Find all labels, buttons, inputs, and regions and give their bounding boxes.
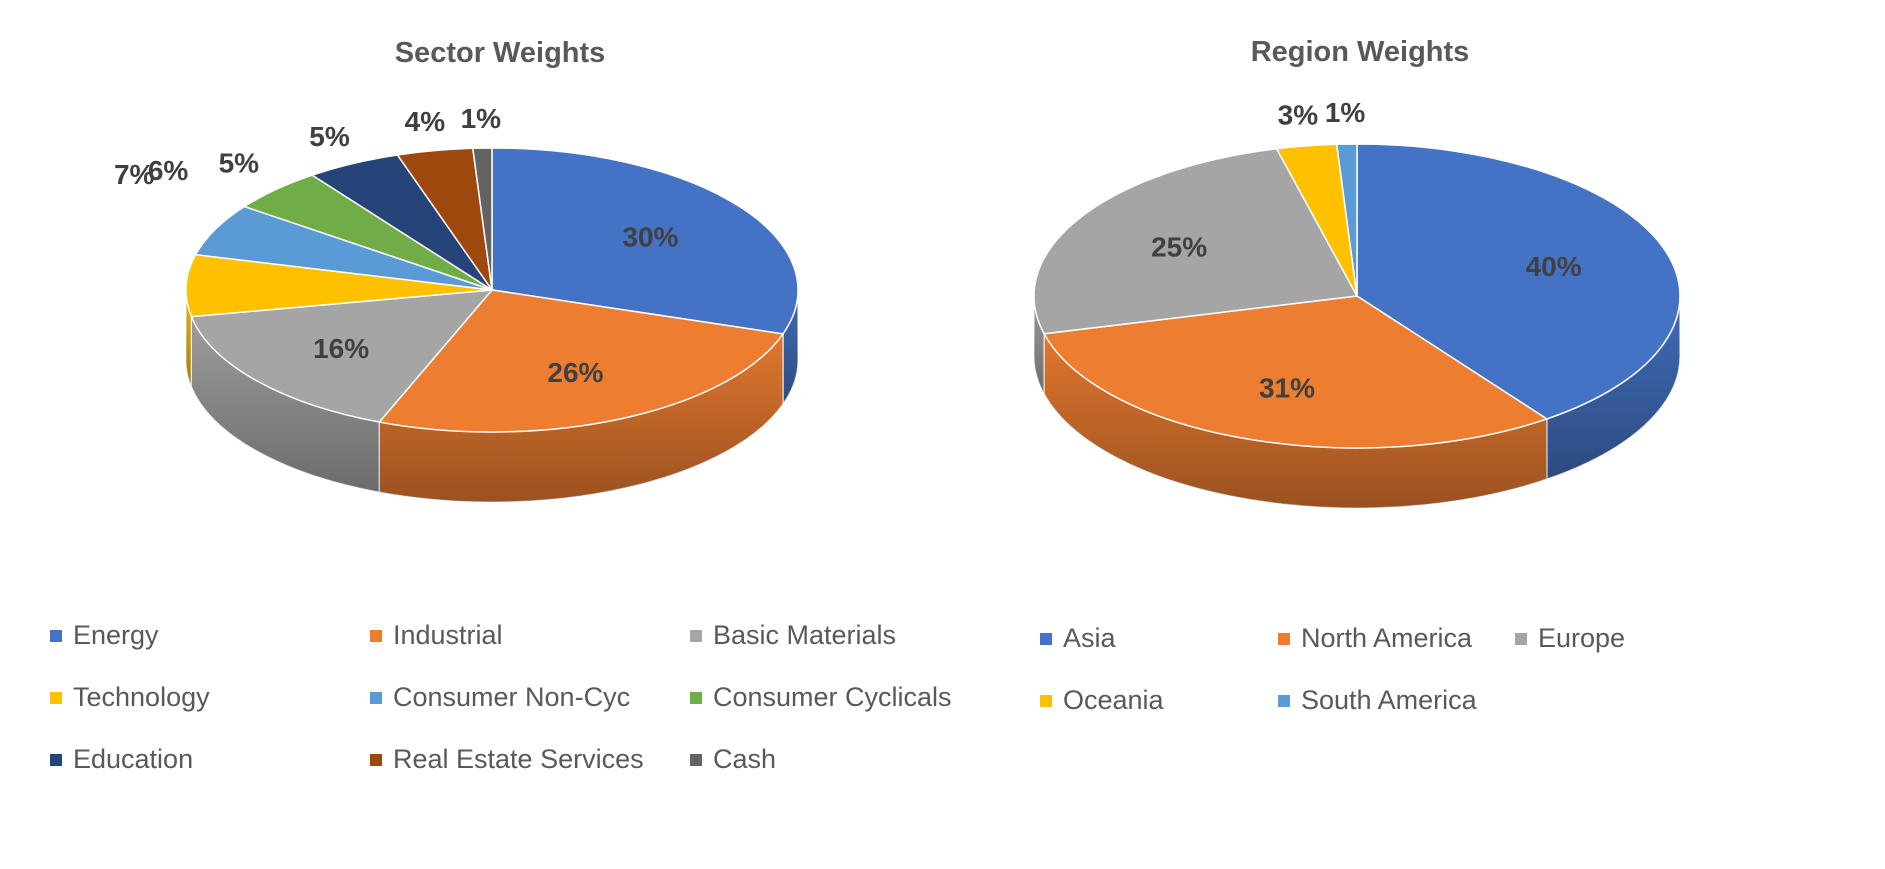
- region-weights-chart: Region Weights 40% 31% 25% 3% 1% Asia North A…: [1033, 36, 1681, 715]
- energy-legend-swatch: [50, 630, 62, 642]
- asia-data-label: 40%: [1526, 251, 1582, 282]
- consumer-non-cyc-data-label: 6%: [148, 155, 189, 186]
- basic-materials-slice: [190, 289, 494, 423]
- chart-title: Sector Weights: [395, 37, 606, 69]
- europe-data-label: 25%: [1151, 232, 1207, 263]
- industrial-legend-label: Industrial: [393, 620, 503, 650]
- asia-legend-label: Asia: [1063, 623, 1117, 653]
- energy-slice: [491, 147, 799, 335]
- industrial-data-label: 26%: [547, 357, 603, 388]
- europe-legend-label: Europe: [1538, 623, 1625, 653]
- asia-slice-side-shade: [1546, 296, 1680, 479]
- consumer-cyclicals-data-label: 5%: [219, 147, 260, 178]
- technology-slice: [185, 253, 493, 318]
- consumer-cyclicals-legend-label: Consumer Cyclicals: [713, 682, 952, 712]
- south-america-legend-swatch: [1278, 695, 1290, 707]
- industrial-slice: [377, 289, 785, 433]
- cash-data-label: 1%: [461, 103, 502, 134]
- oceania-data-label: 3%: [1278, 99, 1319, 130]
- technology-legend-label: Technology: [73, 682, 210, 712]
- oceania-legend-label: Oceania: [1063, 685, 1165, 715]
- consumer-cyclicals-legend-swatch: [690, 692, 702, 704]
- europe-slice: [1033, 147, 1359, 335]
- chart-title: Region Weights: [1251, 36, 1470, 68]
- asia-slice: [1356, 143, 1681, 420]
- industrial-slice-side-shade: [379, 333, 784, 502]
- basic-materials-legend-swatch: [690, 630, 702, 642]
- basic-materials-legend-label: Basic Materials: [713, 620, 896, 650]
- education-legend-label: Education: [73, 744, 193, 774]
- oceania-legend-swatch: [1040, 695, 1052, 707]
- education-data-label: 5%: [309, 121, 350, 152]
- real-estate-services-legend-swatch: [370, 754, 382, 766]
- real-estate-services-data-label: 4%: [405, 106, 446, 137]
- north-america-legend-swatch: [1278, 633, 1290, 645]
- technology-legend-swatch: [50, 692, 62, 704]
- industrial-legend-swatch: [370, 630, 382, 642]
- sector-data-labels: 30% 26% 16% 7%6% 5% 5% 4% 1%: [114, 103, 679, 388]
- basic-materials-data-label: 16%: [313, 333, 369, 364]
- europe-slice-side-shade: [1034, 296, 1045, 394]
- cash-legend-swatch: [690, 754, 702, 766]
- south-america-data-label: 1%: [1325, 97, 1366, 128]
- energy-slice-side-shade: [783, 290, 798, 404]
- north-america-slice: [1042, 295, 1549, 449]
- south-america-legend-label: South America: [1301, 685, 1478, 715]
- sector-weights-chart: Sector Weights 30% 26% 16% 7%6% 5% 5% 4% 1% Ene…: [50, 37, 952, 774]
- cash-legend-label: Cash: [713, 744, 776, 774]
- education-legend-swatch: [50, 754, 62, 766]
- technology-data-label: 7%: [114, 159, 155, 190]
- south-america-slice: [1335, 143, 1358, 297]
- europe-legend-swatch: [1515, 633, 1527, 645]
- sector-legend: Energy Industrial Basic Materials Technolog…: [50, 620, 952, 774]
- consumer-non-cyc-legend-swatch: [370, 692, 382, 704]
- region-pie: [1033, 143, 1681, 509]
- sector-pie: [185, 147, 799, 503]
- energy-legend-label: Energy: [73, 620, 159, 650]
- north-america-slice-side-shade: [1044, 333, 1547, 508]
- cash-slice: [471, 147, 493, 291]
- north-america-data-label: 31%: [1259, 373, 1315, 404]
- basic-materials-slice-side-shade: [191, 316, 380, 493]
- energy-data-label: 30%: [622, 222, 678, 253]
- real-estate-services-legend-label: Real Estate Services: [393, 744, 644, 774]
- north-america-legend-label: North America: [1301, 623, 1473, 653]
- region-legend: Asia North America Europe Oceania South Amer…: [1040, 623, 1625, 715]
- region-data-labels: 40% 31% 25% 3% 1%: [1151, 97, 1582, 403]
- asia-legend-swatch: [1040, 633, 1052, 645]
- consumer-non-cyc-legend-label: Consumer Non-Cyc: [393, 682, 630, 712]
